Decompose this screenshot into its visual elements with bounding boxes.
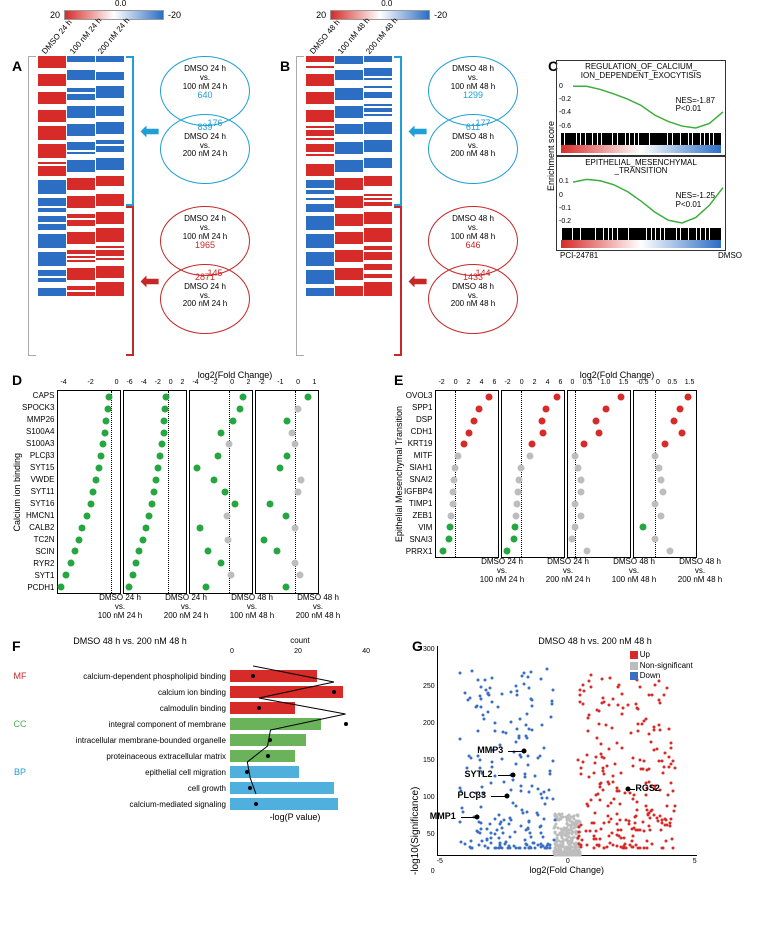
colorbar-right: -20 <box>168 10 181 20</box>
arrow-red-icon: ⬅ <box>140 267 160 296</box>
panel-c: C Enrichment score REGULATION_OF_CALCIUM… <box>546 56 746 356</box>
volcano-annotation: MMP3 <box>477 745 503 755</box>
panel-b: B DMSO 48 h 100 nM 48 h 200 nM 48 h <box>278 56 538 356</box>
bracket-red <box>126 206 134 356</box>
volcano-legend: Up Non-significant Down <box>630 650 693 681</box>
venn-b-blue: DMSO 48 h vs. 100 nM 48 h 1299 177 611 D… <box>428 56 538 206</box>
volcano-annotation: MMP1 <box>430 811 456 821</box>
volcano-annotation: RGS2 <box>635 783 660 793</box>
dendrogram <box>28 56 36 356</box>
venn-a-blue: DMSO 24 h vs. 100 nM 24 h 640 176 839 DM… <box>160 56 270 206</box>
panel-label-a: A <box>12 58 22 74</box>
heatmap-b <box>306 56 392 356</box>
colorbar-left: 20 <box>50 10 60 20</box>
panel-a: A DMSO 24 h 100 nM 24 h 200 nM 24 h <box>10 56 270 356</box>
venn-b-red: DMSO 48 h vs. 100 nM 48 h 646 144 1433 D… <box>428 206 538 356</box>
panel-label-b: B <box>280 58 290 74</box>
panel-g: G DMSO 48 h vs. 200 nM 48 h -log10(Signi… <box>410 636 750 875</box>
gsea-plot: EPITHELIAL_MESENCHYMAL _TRANSITION0.10-0… <box>556 156 726 252</box>
venn-a-red: DMSO 24 h vs. 100 nM 24 h 1965 145 2871 … <box>160 206 270 356</box>
arrow-blue-icon: ⬅ <box>140 117 160 146</box>
colorbar-gradient <box>64 10 164 20</box>
panel-e: E log2(Fold Change) Epithelial Mesenchym… <box>392 370 762 620</box>
panel-f: F DMSO 48 h vs. 200 nM 48 h count 0 20 4… <box>10 636 390 875</box>
volcano-annotation: SYTL2 <box>464 769 492 779</box>
heatmap-a <box>38 56 124 356</box>
volcano-annotation: PLCβ3 <box>458 790 487 800</box>
panel-d: D log2(Fold Change) Calcium ion binding … <box>10 370 380 620</box>
gsea-plot: REGULATION_OF_CALCIUM_ ION_DEPENDENT_EXO… <box>556 60 726 156</box>
bracket-blue <box>126 56 134 206</box>
